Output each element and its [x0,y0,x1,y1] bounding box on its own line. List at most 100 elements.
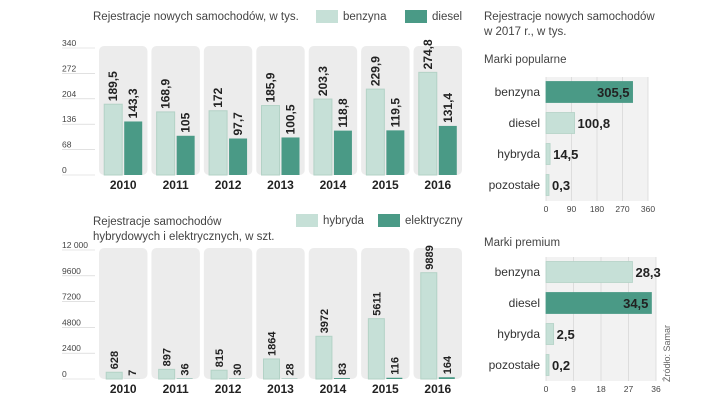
chart1-value-label: 203,3 [316,66,330,96]
chart2-value-label: 1864 [267,331,279,356]
chart2-value-label: 815 [214,349,226,367]
chart1-x-tick: 2016 [424,178,451,192]
chart1-bar-benzyna-2010 [103,103,123,176]
chart3-bar-hybryda [545,143,551,165]
source-note: Źródło: Samar [662,325,672,382]
chart3-x-tick: 360 [641,204,655,214]
chart2-value-label: 116 [389,357,401,375]
chart2-y-tick: 12 000 [62,240,88,250]
chart2-bar-hybryda-2011 [158,368,176,380]
chart4-category-label: pozostałe [489,358,541,372]
legend-label-benzyna: benzyna [343,11,387,23]
chart2-value-label: 5611 [371,292,383,316]
chart2-value-label: 36 [180,363,192,375]
chart2-y-tick: 0 [62,369,67,379]
chart2-bar-hybryda-2014 [315,335,333,380]
chart4-x-tick: 18 [596,384,606,394]
chart1-bar-benzyna-2016 [418,71,438,176]
chart2-bar-hybryda-2016 [420,272,438,380]
chart3-bar-diesel [545,112,575,134]
chart2-value-label: 7 [127,370,139,376]
chart1-bar-benzyna-2013 [261,105,280,176]
chart1-bar-benzyna-2014 [313,98,333,176]
chart4-value-label: 28,3 [635,265,660,280]
chart4-value-label: 0,2 [552,358,570,373]
chart1-bar-diesel-2015 [386,130,405,175]
chart2-panel-2012 [203,248,253,379]
chart1-x-tick: 2015 [372,178,399,192]
chart2-value-label: 30 [232,363,244,375]
chart1-title: Rejestracje nowych samochodów, w tys. [93,11,299,23]
chart4-x-tick: 0 [544,384,549,394]
legend-label-hybryda: hybryda [323,215,365,227]
chart1-bar-benzyna-2012 [208,110,228,176]
chart3-value-label: 100,8 [578,116,611,131]
chart1-x-tick: 2014 [320,178,347,192]
chart4-x-tick: 9 [571,384,576,394]
chart2-y-tick: 4800 [62,317,81,327]
legend-label-diesel: diesel [432,11,462,23]
chart2-bar-elektryczny-2015 [386,377,403,379]
chart3-title-line2: w 2017 r., w tys. [483,26,566,38]
chart2-bar-hybryda-2012 [210,369,228,380]
chart2-panel-2010 [99,248,148,379]
chart1-y-tick: 0 [62,165,67,175]
chart1-value-label: 189,5 [106,71,120,101]
chart2-x-tick: 2016 [424,382,451,396]
chart1-y-tick: 136 [62,114,76,124]
chart1-bar-benzyna-2011 [156,111,176,176]
chart4-x-tick: 27 [624,384,634,394]
chart1-value-label: 118,8 [336,98,350,128]
chart1-x-tick: 2012 [215,178,242,192]
legend-swatch-diesel [405,10,427,23]
chart2-value-label: 897 [162,348,174,366]
chart2-bar-hybryda-2015 [367,318,385,380]
chart2-x-tick: 2014 [320,382,347,396]
chart3-value-label: 0,3 [552,178,570,193]
chart1-value-label: 119,5 [388,98,402,128]
chart2-bar-hybryda-2010 [105,371,123,380]
chart4-value-label: 34,5 [623,296,648,311]
legend-swatch-hybryda [296,214,318,227]
chart1-value-label: 143,3 [126,88,140,118]
chart1-x-tick: 2013 [267,178,294,192]
chart3-subtitle: Marki popularne [484,54,566,66]
chart3-x-tick: 270 [615,204,629,214]
chart2-value-label: 83 [337,363,349,375]
chart3-title-line1: Rejestracje nowych samochodów [484,11,655,23]
chart2-y-tick: 9600 [62,266,81,276]
chart3-value-label: 14,5 [553,147,578,162]
chart3-x-tick: 90 [567,204,577,214]
chart4-bar-benzyna [545,261,633,283]
chart1-value-label: 131,4 [441,93,455,123]
chart1-x-tick: 2010 [110,178,137,192]
chart1-value-label: 172 [211,87,225,107]
chart3-category-label: diesel [509,116,540,130]
chart1-bar-diesel-2014 [333,130,352,175]
chart2-bar-hybryda-2013 [263,358,280,380]
chart3-value-label: 305,5 [597,85,630,100]
legend-label-elektryczny: elektryczny [405,215,463,227]
chart2-x-tick: 2012 [215,382,242,396]
chart2-title-line1: Rejestracje samochodów [93,216,222,228]
chart1-value-label: 229,9 [368,56,382,86]
chart2-panel-2011 [151,248,200,379]
chart3-bar-pozostałe [545,174,550,196]
chart4-bar-pozostałe [545,354,550,376]
chart2-panel-2013 [256,248,305,379]
chart1-y-tick: 68 [62,140,72,150]
chart1-value-label: 97,7 [231,112,245,136]
chart2-x-tick: 2015 [372,382,399,396]
chart2-y-tick: 7200 [62,292,81,302]
chart1-value-label: 100,5 [284,104,298,134]
chart3-category-label: hybryda [497,147,540,161]
chart2-value-label: 3972 [319,309,331,333]
chart1-y-tick: 204 [62,89,76,99]
legend-swatch-elektryczny [378,214,400,227]
chart2-x-tick: 2010 [110,382,137,396]
chart4-subtitle: Marki premium [484,237,560,249]
chart3-category-label: benzyna [495,85,541,99]
chart2-bar-elektryczny-2014 [333,378,350,379]
chart2-value-label: 628 [109,351,121,369]
